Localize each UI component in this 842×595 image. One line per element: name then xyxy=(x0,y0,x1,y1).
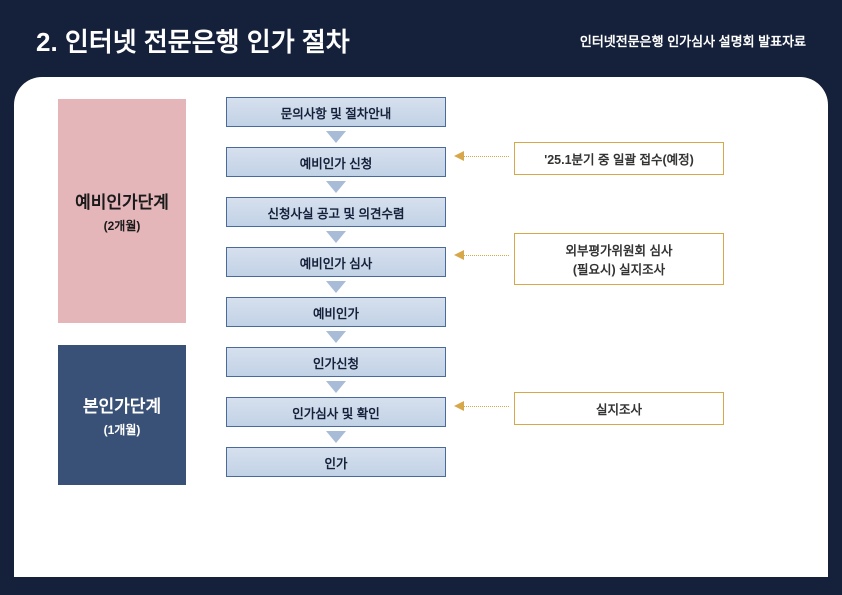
arrow-line xyxy=(464,156,509,157)
flow-step: 문의사항 및 절차안내 xyxy=(226,97,446,127)
stage-main: 본인가단계 (1개월) xyxy=(58,345,186,485)
note-arrow-left-icon xyxy=(454,405,509,407)
flow-arrow-down-icon xyxy=(326,431,346,443)
flow-column: 문의사항 및 절차안내예비인가 신청신청사실 공고 및 의견수렴예비인가 심사예… xyxy=(226,97,446,477)
flow-arrow-down-icon xyxy=(326,181,346,193)
note-line: '25.1분기 중 일괄 접수(예정) xyxy=(544,149,694,168)
flow-step: 인가신청 xyxy=(226,347,446,377)
note-arrow-left-icon xyxy=(454,155,509,157)
note-line: 실지조사 xyxy=(596,399,642,418)
flow-arrow-down-icon xyxy=(326,281,346,293)
stage-preliminary-title: 예비인가단계 xyxy=(75,188,169,213)
flow-arrow-down-icon xyxy=(326,331,346,343)
flow-step: 인가심사 및 확인 xyxy=(226,397,446,427)
stage-preliminary-sub: (2개월) xyxy=(104,217,141,234)
flow-step: 인가 xyxy=(226,447,446,477)
flow-step: 예비인가 신청 xyxy=(226,147,446,177)
flow-step: 신청사실 공고 및 의견수렴 xyxy=(226,197,446,227)
content-panel: 예비인가단계 (2개월) 본인가단계 (1개월) 문의사항 및 절차안내예비인가… xyxy=(14,77,828,577)
header-bar: 2. 인터넷 전문은행 인가 절차 인터넷전문은행 인가심사 설명회 발표자료 xyxy=(0,0,842,77)
arrow-head-icon xyxy=(454,250,464,260)
flow-arrow-down-icon xyxy=(326,131,346,143)
arrow-head-icon xyxy=(454,401,464,411)
note-box: '25.1분기 중 일괄 접수(예정) xyxy=(514,142,724,175)
arrow-head-icon xyxy=(454,151,464,161)
page-title: 2. 인터넷 전문은행 인가 절차 xyxy=(36,22,350,59)
flow-step: 예비인가 심사 xyxy=(226,247,446,277)
stage-main-sub: (1개월) xyxy=(104,421,141,438)
note-box: 실지조사 xyxy=(514,392,724,425)
arrow-line xyxy=(464,406,509,407)
flow-step: 예비인가 xyxy=(226,297,446,327)
note-line: 외부평가위원회 심사 xyxy=(566,240,673,259)
note-box: 외부평가위원회 심사(필요시) 실지조사 xyxy=(514,233,724,285)
flow-arrow-down-icon xyxy=(326,381,346,393)
note-line: (필요시) 실지조사 xyxy=(573,259,665,278)
page-subtitle: 인터넷전문은행 인가심사 설명회 발표자료 xyxy=(580,31,806,50)
stage-main-title: 본인가단계 xyxy=(83,392,161,417)
arrow-line xyxy=(464,255,509,256)
stage-preliminary: 예비인가단계 (2개월) xyxy=(58,99,186,323)
flow-arrow-down-icon xyxy=(326,231,346,243)
note-arrow-left-icon xyxy=(454,254,509,256)
